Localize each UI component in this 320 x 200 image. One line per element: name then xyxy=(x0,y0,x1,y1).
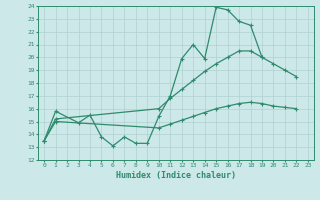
X-axis label: Humidex (Indice chaleur): Humidex (Indice chaleur) xyxy=(116,171,236,180)
